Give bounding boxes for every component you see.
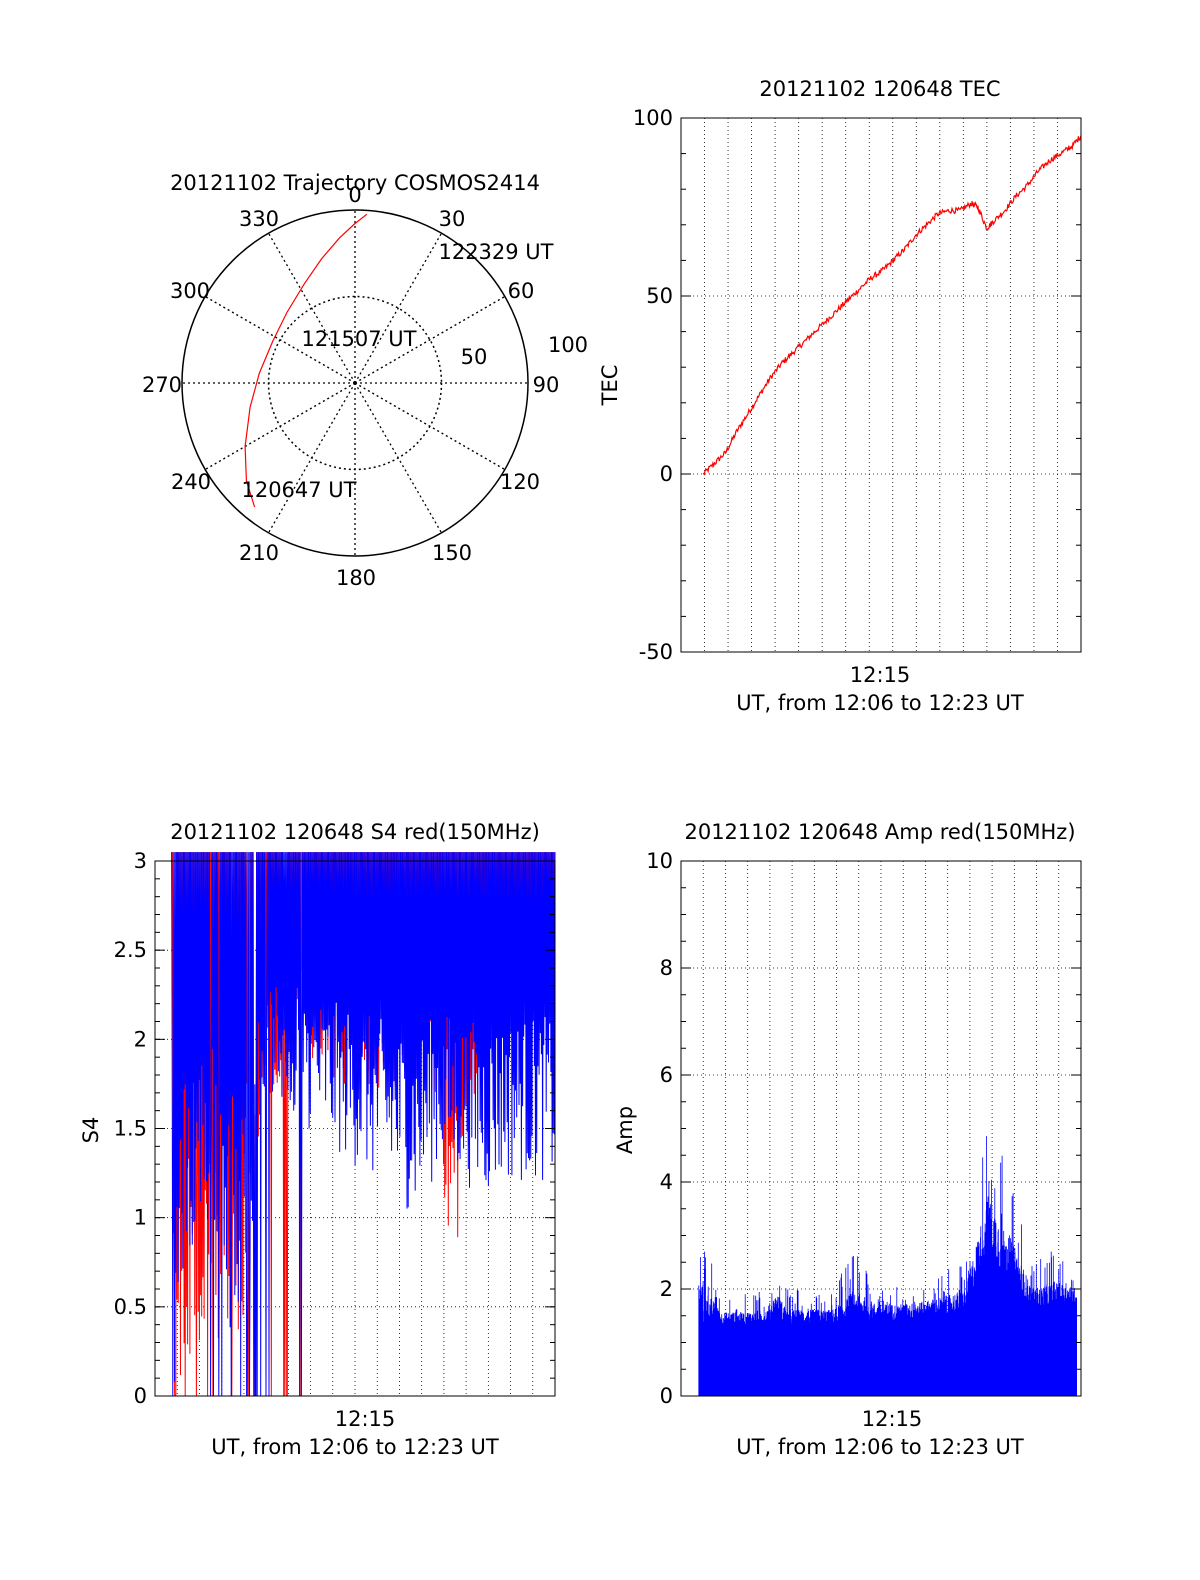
polar-azimuth-label: 240 <box>171 470 211 494</box>
polar-azimuth-label: 300 <box>170 279 210 303</box>
amp-xlabel: UT, from 12:06 to 12:23 UT <box>736 1435 1024 1459</box>
polar-annotations: 122329 UT 121507 UT 120647 UT <box>241 240 553 502</box>
y-tick-label: 1.5 <box>114 1117 147 1141</box>
tec-frame <box>680 117 1082 653</box>
polar-azimuth-label: 0 <box>348 183 361 207</box>
amp-series <box>698 1136 1077 1396</box>
polar-azimuth-labels: 0 30 60 90 120 150 180 210 240 270 300 330 <box>142 183 559 590</box>
polar-spoke <box>354 295 506 384</box>
polar-radial-label: 100 <box>548 333 588 357</box>
y-tick-label: -50 <box>639 640 673 664</box>
y-tick-label: 0 <box>660 462 673 486</box>
polar-azimuth-label: 150 <box>432 541 472 565</box>
y-tick-label: 6 <box>660 1063 673 1087</box>
tec-grid <box>681 118 1081 652</box>
tec-line <box>702 135 1082 476</box>
polar-azimuth-label: 60 <box>508 279 535 303</box>
y-tick-label: 0 <box>660 1384 673 1408</box>
y-tick-label: 0.5 <box>114 1295 147 1319</box>
polar-annotation: 120647 UT <box>241 478 356 502</box>
s4-xtick-label: 12:15 <box>335 1407 396 1431</box>
polar-title: 20121102 Trajectory COSMOS2414 <box>170 171 540 195</box>
polar-spoke <box>204 295 356 384</box>
amp-chart: 20121102 120648 Amp red(150MHz) 0246810 … <box>613 820 1082 1459</box>
s4-xlabel: UT, from 12:06 to 12:23 UT <box>211 1435 499 1459</box>
polar-trajectory <box>244 213 368 508</box>
y-tick-label: 8 <box>660 956 673 980</box>
y-tick-label: 4 <box>660 1170 673 1194</box>
y-tick-label: 2 <box>660 1277 673 1301</box>
polar-trajectory-line <box>244 213 368 508</box>
y-tick-label: 10 <box>646 849 673 873</box>
polar-spoke <box>354 382 443 534</box>
amp-xtick-label: 12:15 <box>862 1407 923 1431</box>
y-tick-label: 1 <box>134 1206 147 1230</box>
tec-xlabel: UT, from 12:06 to 12:23 UT <box>736 691 1024 715</box>
s4-y-ticks: 0 0.5 1 1.5 2 2.5 3 <box>114 849 555 1408</box>
y-tick-label: 2 <box>134 1027 147 1051</box>
polar-radial-labels: 50 100 <box>461 333 588 369</box>
s4-blue-line <box>171 852 556 1397</box>
amp-ylabel: Amp <box>613 1106 637 1154</box>
tec-series <box>702 135 1082 476</box>
polar-annotation: 122329 UT <box>438 240 553 264</box>
polar-spoke <box>267 232 356 384</box>
y-tick-label: 0 <box>134 1384 147 1408</box>
s4-title: 20121102 120648 S4 red(150MHz) <box>170 820 540 844</box>
y-tick-label: 2.5 <box>114 938 147 962</box>
tec-y-ticks: -50 0 50 100 <box>633 106 1081 664</box>
s4-ylabel: S4 <box>79 1117 103 1144</box>
polar-spoke <box>204 382 356 471</box>
polar-azimuth-label: 120 <box>500 470 540 494</box>
tec-title: 20121102 120648 TEC <box>759 77 1000 101</box>
tec-ylabel: TEC <box>598 365 622 407</box>
y-tick-label: 3 <box>134 849 147 873</box>
polar-spoke <box>354 232 443 384</box>
amp-title: 20121102 120648 Amp red(150MHz) <box>684 820 1075 844</box>
polar-spoke <box>267 382 356 534</box>
amp-bars <box>698 1136 1077 1396</box>
polar-grid <box>181 209 529 557</box>
polar-outer-circle <box>181 209 529 557</box>
polar-azimuth-label: 210 <box>239 541 279 565</box>
tec-xtick-label: 12:15 <box>850 663 911 687</box>
polar-spoke <box>354 382 506 471</box>
polar-azimuth-label: 180 <box>336 566 376 590</box>
polar-annotation: 121507 UT <box>301 327 416 351</box>
amp-y-ticks: 0 2 4 6 8 10 <box>646 849 1081 1408</box>
trajectory-polar-chart: 20121102 Trajectory COSMOS2414 030609012… <box>142 171 588 590</box>
y-tick-label: 50 <box>646 284 673 308</box>
s4-series <box>171 852 556 1397</box>
polar-radial-label: 50 <box>461 345 488 369</box>
polar-azimuth-label: 330 <box>239 207 279 231</box>
y-tick-label: 100 <box>633 106 673 130</box>
amp-grid <box>681 861 1081 1396</box>
polar-azimuth-label: 30 <box>439 207 466 231</box>
s4-chart: 20121102 120648 S4 red(150MHz) 0 0.5 1 1.5 2… <box>79 820 556 1459</box>
polar-azimuth-label: 270 <box>142 373 182 397</box>
polar-azimuth-label: 90 <box>533 373 560 397</box>
